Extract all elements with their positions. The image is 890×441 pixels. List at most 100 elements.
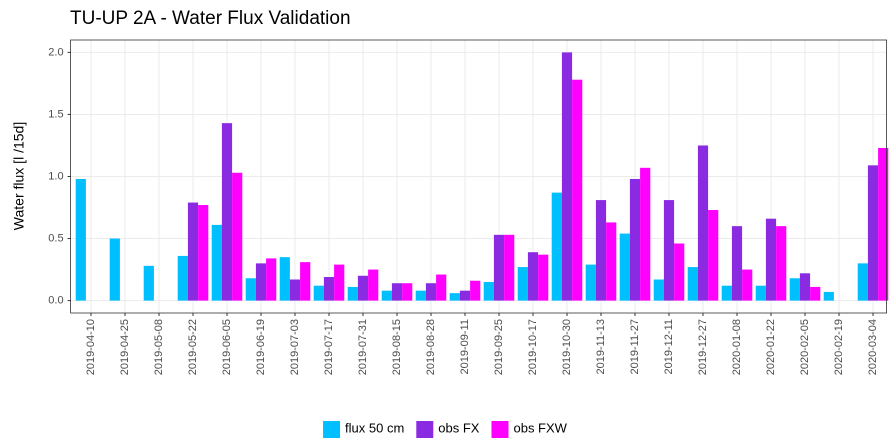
bar: [279, 257, 290, 301]
bar: [368, 269, 379, 301]
bar: [221, 123, 233, 301]
x-tick-label: 2019-11-27: [629, 319, 641, 374]
bar: [708, 210, 719, 301]
bar: [742, 269, 753, 301]
y-tick-label: 2.0: [48, 46, 63, 58]
y-tick-label: 1.5: [48, 108, 63, 120]
x-tick-label: 2019-04-10: [85, 319, 97, 375]
bar: [721, 285, 732, 301]
y-axis-label: Water flux [l /15d]: [11, 122, 27, 230]
x-tick-label: 2020-03-04: [867, 319, 879, 375]
bar: [585, 264, 596, 301]
bar: [289, 279, 301, 301]
bar: [347, 286, 358, 301]
x-tick-label: 2019-12-11: [663, 319, 675, 374]
bar: [436, 274, 447, 301]
y-tick-label: 0.5: [48, 232, 63, 244]
x-tick-label: 2019-05-22: [187, 319, 199, 375]
x-tick-label: 2019-08-15: [391, 319, 403, 375]
x-tick-label: 2019-06-05: [221, 319, 233, 375]
bar: [425, 283, 437, 301]
bar: [776, 226, 787, 301]
bar: [198, 205, 209, 301]
x-tick-label: 2020-02-05: [799, 319, 811, 375]
bar: [789, 278, 800, 301]
x-tick-label: 2019-08-28: [425, 319, 437, 375]
bar: [687, 267, 698, 301]
bar: [629, 178, 641, 301]
legend-swatch: [416, 421, 434, 438]
bar: [561, 52, 573, 301]
bar: [663, 200, 675, 301]
bar: [232, 172, 243, 301]
bar: [606, 222, 617, 301]
bar: [266, 258, 277, 301]
bar: [527, 252, 539, 301]
x-tick-label: 2019-12-27: [697, 319, 709, 375]
bar: [255, 263, 267, 301]
bar: [731, 226, 743, 301]
y-tick-label: 1.0: [48, 170, 63, 182]
x-tick-label: 2019-07-17: [323, 319, 335, 375]
bar: [75, 178, 86, 301]
y-tick-label: 0.0: [48, 294, 63, 306]
bar: [245, 278, 256, 301]
bar: [459, 290, 471, 301]
bar: [504, 234, 515, 301]
bar: [674, 243, 685, 301]
bar: [755, 285, 766, 301]
bar: [415, 290, 426, 301]
legend: flux 50 cm obs FX obs FXW: [323, 420, 568, 438]
bar: [109, 238, 120, 301]
bar: [187, 202, 199, 301]
legend-label: obs FXW: [513, 420, 567, 435]
bar: [402, 283, 413, 301]
bar: [538, 254, 549, 301]
bar: [878, 147, 889, 301]
x-tick-label: 2019-10-17: [527, 319, 539, 375]
x-tick-label: 2019-07-03: [289, 319, 301, 375]
bar: [493, 234, 505, 301]
x-tick-label: 2019-05-08: [153, 319, 165, 375]
bar: [765, 218, 777, 301]
x-tick-label: 2020-01-08: [731, 319, 743, 375]
bar: [810, 286, 821, 301]
bar: [323, 277, 335, 301]
bar: [334, 264, 345, 301]
x-tick-label: 2019-04-25: [119, 319, 131, 375]
bar: [619, 233, 630, 301]
x-tick-label: 2019-09-25: [493, 319, 505, 375]
bar: [857, 263, 868, 301]
x-tick-label: 2020-02-19: [833, 319, 845, 375]
bar: [483, 281, 494, 301]
bar: [799, 273, 811, 301]
legend-swatch: [491, 421, 509, 438]
bar: [391, 283, 403, 301]
legend-label: flux 50 cm: [345, 420, 404, 435]
x-tick-label: 2019-09-11: [459, 319, 471, 374]
x-tick-label: 2020-01-22: [765, 319, 777, 375]
bar: [823, 291, 834, 301]
bar: [697, 145, 709, 301]
bar: [357, 275, 369, 301]
bar: [551, 192, 562, 301]
plot-border: [70, 39, 887, 314]
bar: [595, 200, 607, 301]
bar: [381, 290, 392, 301]
bar: [313, 285, 324, 301]
bar: [177, 255, 188, 301]
bar: [143, 265, 154, 301]
bar: [572, 79, 583, 301]
bar: [653, 279, 664, 301]
bar: [640, 167, 651, 301]
x-tick-label: 2019-06-19: [255, 319, 267, 375]
bar: [211, 224, 222, 301]
bar: [867, 165, 879, 301]
bar: [449, 293, 460, 301]
chart-title: TU-UP 2A - Water Flux Validation: [70, 8, 351, 29]
bar: [517, 267, 528, 301]
bar: [300, 262, 311, 301]
legend-label: obs FX: [438, 420, 480, 435]
bar: [470, 280, 481, 301]
